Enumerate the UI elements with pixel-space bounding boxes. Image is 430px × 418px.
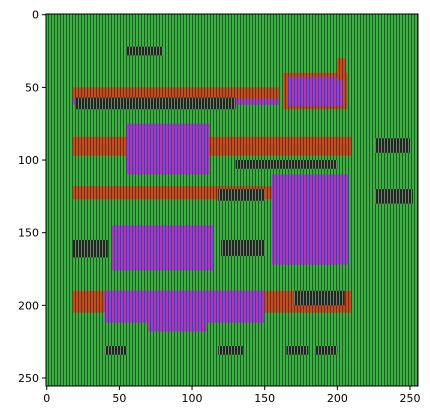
image-region [218,346,243,355]
image-region [112,225,214,271]
x-tick-label: 100 [182,392,203,405]
image-region [75,97,236,110]
y-tick-label: 200 [18,299,39,312]
x-tick-label: 50 [112,392,126,405]
image-region [72,239,108,258]
image-region [286,346,309,355]
y-tick-label: 150 [18,227,39,240]
x-tick-label: 250 [400,392,421,405]
x-tick-label: 200 [327,392,348,405]
image-region [148,312,207,332]
image-region [287,77,344,107]
image-region [131,126,207,172]
y-tick-label: 0 [32,9,39,22]
image-region [375,138,411,153]
image-region [279,200,338,265]
x-tick-label: 150 [254,392,275,405]
y-tick-label: 100 [18,154,39,167]
image [46,14,418,386]
axes-frame [45,13,419,387]
image-region [293,290,345,306]
image-region [375,189,413,204]
image-region [315,346,338,355]
x-tick-label: 0 [43,392,50,405]
image-region [104,346,127,355]
image-region [126,46,163,56]
image-region [337,58,347,81]
y-tick-label: 250 [18,372,39,385]
image-region [221,239,265,256]
image-region [235,160,338,169]
image-region [72,136,352,156]
image-region [72,87,280,100]
image-region [218,189,265,201]
y-tick-label: 50 [25,81,39,94]
